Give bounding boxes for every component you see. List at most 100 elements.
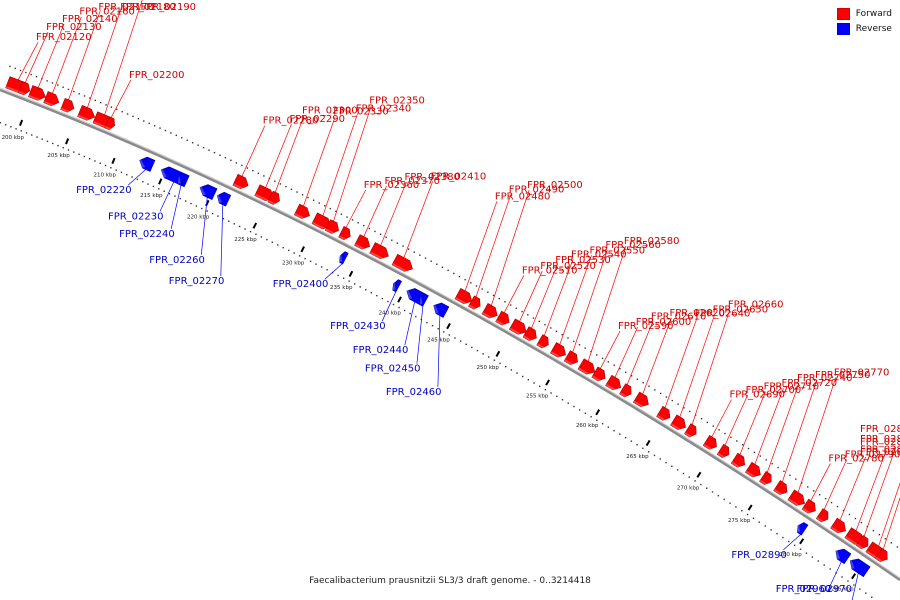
forward-gene-arrow[interactable] [468,295,481,310]
reverse-gene-arrow[interactable] [339,251,349,265]
reverse-gene-label[interactable]: FPR_02230 [108,212,164,223]
forward-gene-label[interactable]: FPR_02660 [728,299,784,310]
forward-gene-label[interactable]: FPR_02510 [522,265,578,276]
forward-gene-arrow[interactable] [369,242,389,260]
forward-gene-arrow[interactable] [232,173,249,190]
forward-gene-arrow[interactable] [577,358,596,375]
forward-gene-label[interactable]: FPR_02330 [333,107,389,118]
forward-gene-label[interactable]: FPR_02550 [590,245,646,256]
reverse-gene-arrow[interactable] [217,191,232,207]
forward-gene-label[interactable]: FPR_02840 [860,437,900,448]
forward-gene-label[interactable]: FPR_02770 [834,367,890,378]
reverse-gene-label[interactable]: FPR_02240 [119,229,175,240]
forward-gene-arrow[interactable] [17,81,31,96]
forward-gene-arrow[interactable] [759,470,772,486]
reverse-gene-arrow[interactable] [849,558,871,578]
forward-gene-arrow[interactable] [670,414,686,430]
forward-gene-arrow[interactable] [77,104,96,121]
reverse-gene-label[interactable]: FPR_02260 [149,255,205,266]
reverse-gene-label[interactable]: FPR_02220 [76,185,132,196]
forward-gene-arrow[interactable] [815,508,829,523]
forward-gene-arrow[interactable] [104,116,115,131]
forward-gene-label[interactable]: FPR_02200 [129,70,185,81]
forward-gene-arrow[interactable] [293,203,310,219]
legend-item-reverse[interactable]: Reverse [836,23,892,35]
forward-gene-label[interactable]: FPR_02650 [713,305,769,316]
forward-gene-arrow[interactable] [744,461,761,478]
forward-gene-arrow[interactable] [830,517,846,534]
legend-item-forward[interactable]: Forward [836,8,892,20]
forward-gene-arrow[interactable] [267,190,280,205]
forward-gene-label[interactable]: FPR_02410 [431,171,487,182]
forward-gene-arrow[interactable] [324,219,340,234]
forward-gene-label[interactable]: FPR_02870 [860,424,900,435]
forward-gene-label[interactable]: FPR_02540 [571,249,627,260]
forward-gene-arrow[interactable] [391,253,413,272]
forward-gene-label[interactable]: FPR_02580 [624,236,680,247]
forward-gene-label[interactable]: FPR_02590 [618,321,674,332]
forward-gene-label[interactable]: FPR_02600 [636,317,692,328]
forward-gene-arrow[interactable] [801,498,816,514]
reverse-gene-arrow[interactable] [139,156,156,172]
forward-gene-label[interactable]: FPR_02560 [605,240,661,251]
forward-gene-arrow[interactable] [522,326,537,342]
forward-gene-arrow[interactable] [773,480,788,495]
forward-gene-label[interactable]: FPR_02180 [120,2,176,13]
forward-gene-arrow[interactable] [656,405,671,421]
reverse-gene-label[interactable]: FPR_02460 [386,387,442,398]
forward-gene-label[interactable]: FPR_02160 [79,7,135,18]
reverse-gene-arrow[interactable] [177,172,187,186]
forward-gene-label[interactable]: FPR_02360 [364,180,420,191]
forward-gene-label[interactable]: FPR_02710 [764,382,820,393]
forward-gene-label[interactable]: FPR_02370 [385,176,441,187]
forward-gene-label[interactable]: FPR_02120 [36,32,92,43]
forward-gene-arrow[interactable] [338,226,351,241]
forward-gene-arrow[interactable] [354,234,371,250]
forward-gene-arrow[interactable] [619,383,632,398]
forward-gene-label[interactable]: FPR_02700 [746,385,802,396]
reverse-gene-label[interactable]: FPR_02970 [796,584,852,595]
forward-gene-label[interactable]: FPR_02170 [98,2,154,13]
forward-gene-arrow[interactable] [716,443,730,458]
forward-gene-label[interactable]: FPR_02340 [356,103,412,114]
forward-gene-arrow[interactable] [632,391,649,407]
forward-gene-label[interactable]: FPR_02620 [669,308,725,319]
forward-gene-label[interactable]: FPR_02640 [695,309,751,320]
reverse-gene-label[interactable]: FPR_02960 [776,584,832,595]
forward-gene-label[interactable]: FPR_02380 [404,172,460,183]
forward-gene-arrow[interactable] [28,85,46,101]
forward-gene-label[interactable]: FPR_02280 [263,116,319,127]
forward-gene-label[interactable]: FPR_02140 [62,14,118,25]
forward-gene-arrow[interactable] [495,310,510,326]
reverse-gene-arrow[interactable] [392,279,402,293]
forward-gene-arrow[interactable] [787,489,805,506]
forward-gene-label[interactable]: FPR_02520 [540,261,596,272]
reverse-gene-arrow[interactable] [797,522,809,536]
forward-gene-arrow[interactable] [605,374,622,391]
forward-gene-arrow[interactable] [550,342,566,358]
forward-gene-label[interactable]: FPR_02720 [782,378,838,389]
forward-gene-arrow[interactable] [684,423,697,438]
forward-gene-label[interactable]: FPR_02350 [369,96,425,107]
forward-gene-arrow[interactable] [702,434,717,450]
reverse-gene-arrow[interactable] [419,293,429,307]
forward-gene-label[interactable]: FPR_02810 [860,447,900,458]
forward-gene-arrow[interactable] [454,287,473,305]
forward-gene-arrow[interactable] [508,318,527,335]
forward-gene-arrow[interactable] [481,303,498,319]
forward-gene-label[interactable]: FPR_02850 [860,434,900,445]
forward-gene-arrow[interactable] [874,548,888,563]
forward-gene-label[interactable]: FPR_02490 [509,185,565,196]
forward-gene-arrow[interactable] [536,334,549,349]
forward-gene-label[interactable]: FPR_02480 [495,191,551,202]
reverse-gene-label[interactable]: FPR_02400 [273,279,329,290]
forward-gene-arrow[interactable] [60,98,75,113]
reverse-gene-label[interactable]: FPR_02450 [365,364,421,375]
forward-gene-arrow[interactable] [591,366,606,382]
forward-gene-arrow[interactable] [855,535,869,550]
forward-gene-label[interactable]: FPR_02790 [845,449,900,460]
forward-gene-label[interactable]: FPR_02300 [302,106,358,117]
forward-gene-label[interactable]: FPR_02130 [46,22,102,33]
forward-gene-label[interactable]: FPR_02830 [860,445,900,456]
forward-gene-label[interactable]: FPR_02530 [555,255,611,266]
